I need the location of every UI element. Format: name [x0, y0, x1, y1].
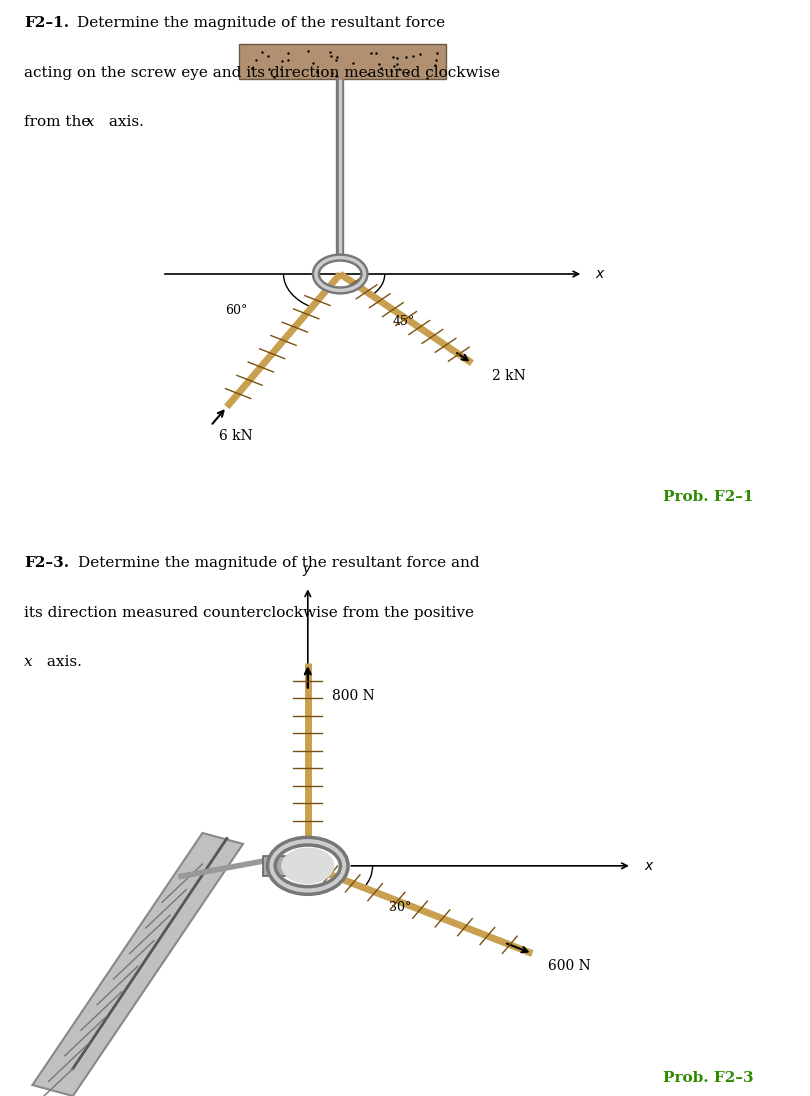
Text: 6 kN: 6 kN [219, 429, 253, 443]
Polygon shape [32, 833, 243, 1096]
Text: axis.: axis. [104, 115, 144, 129]
Text: its direction measured counterclockwise from the positive: its direction measured counterclockwise … [24, 605, 475, 619]
Text: acting on the screw eye and its direction measured clockwise: acting on the screw eye and its directio… [24, 66, 501, 80]
Text: Prob. F2–1: Prob. F2–1 [663, 490, 753, 504]
Text: Determine the magnitude of the resultant force and: Determine the magnitude of the resultant… [78, 557, 480, 570]
Text: Determine the magnitude of the resultant force: Determine the magnitude of the resultant… [77, 16, 445, 31]
Text: F2–3.: F2–3. [24, 557, 70, 570]
Text: from the: from the [24, 115, 96, 129]
FancyBboxPatch shape [263, 856, 286, 876]
Text: 45°: 45° [393, 316, 415, 328]
Text: 600 N: 600 N [548, 959, 591, 973]
Text: 2 kN: 2 kN [492, 368, 526, 383]
Text: $x$: $x$ [595, 267, 606, 281]
Text: F2–1.: F2–1. [24, 16, 70, 31]
Circle shape [282, 848, 334, 883]
Text: 60°: 60° [224, 304, 247, 317]
Text: $x$: $x$ [644, 859, 654, 872]
Text: 30°: 30° [389, 901, 411, 914]
Text: x: x [86, 115, 95, 129]
FancyBboxPatch shape [239, 44, 446, 80]
Text: Prob. F2–3: Prob. F2–3 [663, 1071, 753, 1085]
Text: x: x [24, 655, 33, 669]
Text: 800 N: 800 N [332, 689, 375, 703]
Text: axis.: axis. [42, 655, 82, 669]
Text: $y$: $y$ [302, 563, 313, 579]
